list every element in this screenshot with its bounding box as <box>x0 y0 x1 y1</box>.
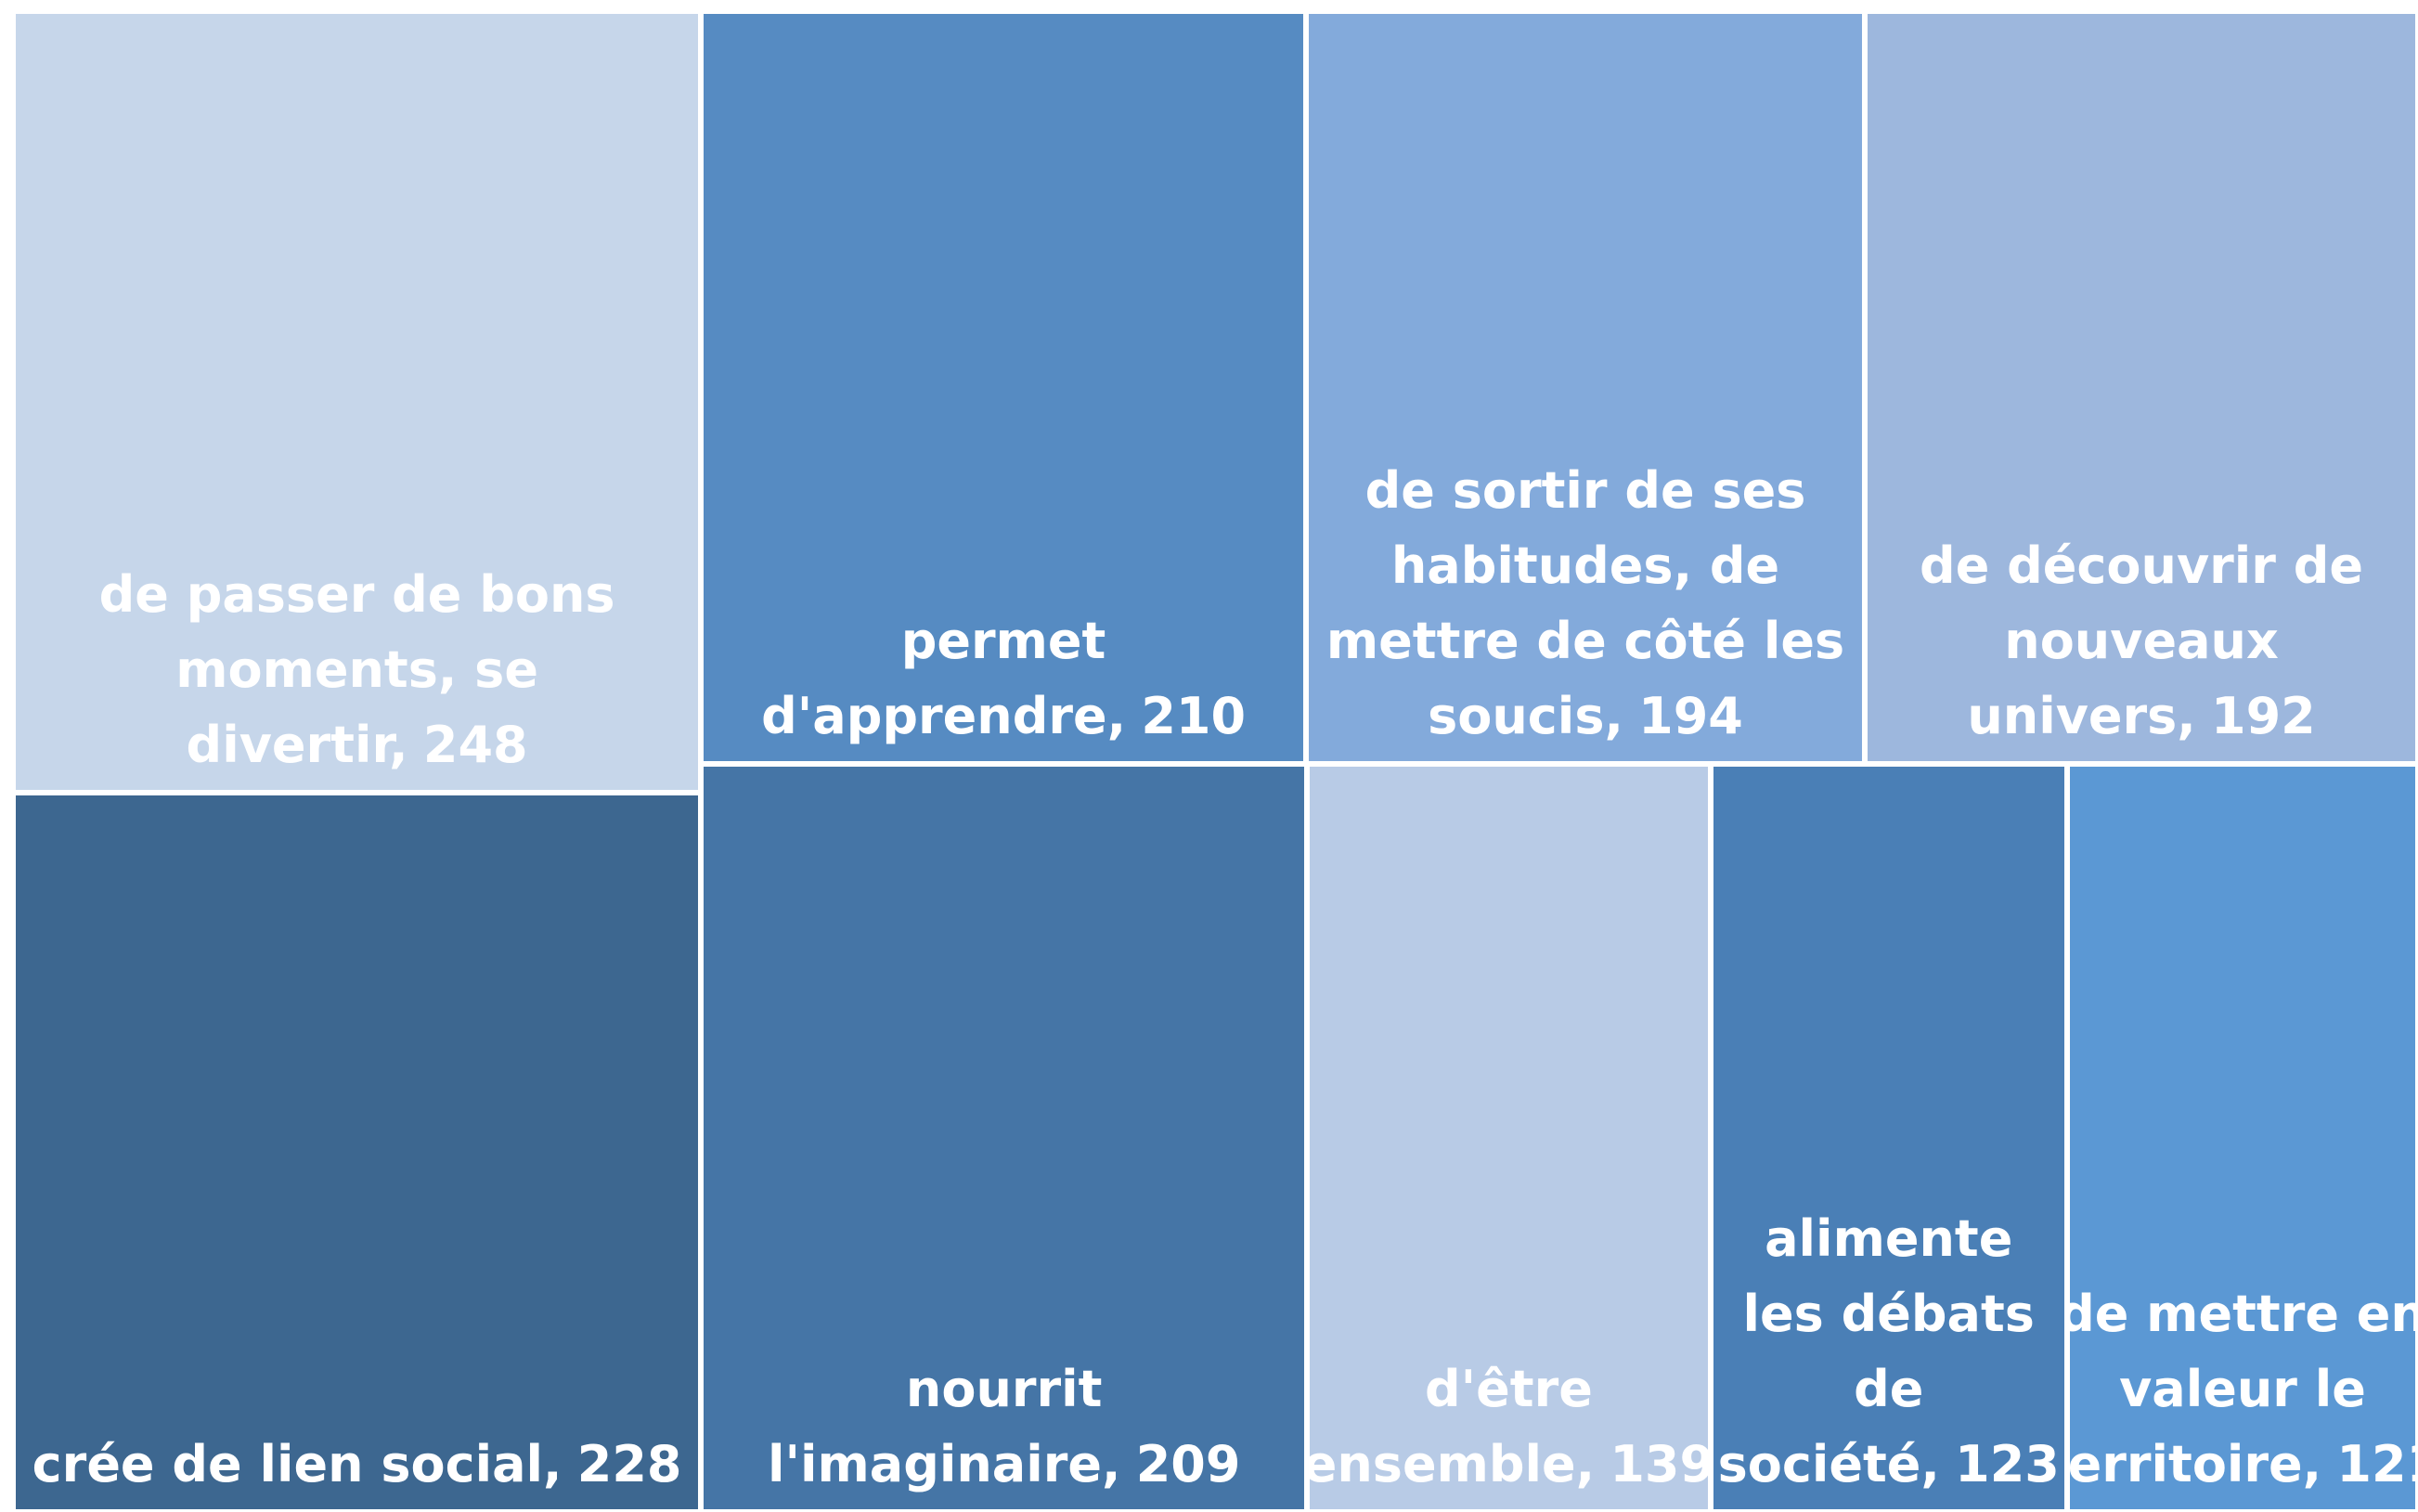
cell-label: permet d'apprendre, 210 <box>713 603 1294 754</box>
treemap-cell: de passer de bons moments, se divertir, 2… <box>13 11 702 794</box>
treemap-cell: d'être ensemble, 139 <box>1307 764 1711 1512</box>
cell-label: alimente les débats de société, 123 <box>1718 1201 2060 1502</box>
category-label: d'être ensemble, <box>1307 1359 1596 1493</box>
cell-label: crée de lien social, 228 <box>32 1427 682 1502</box>
treemap-cell: alimente les débats de société, 123 <box>1710 764 2067 1512</box>
value-label: 123 <box>1955 1434 2060 1493</box>
treemap-cell: de sortir de ses habitudes, de mettre de… <box>1305 11 1866 765</box>
cell-label: de passer de bons moments, se divertir, 2… <box>25 557 689 782</box>
treemap-cell: nourrit l'imaginaire, 209 <box>701 764 1308 1512</box>
category-label: alimente les débats de société, <box>1717 1208 2035 1493</box>
cell-label: nourrit l'imaginaire, 209 <box>713 1351 1295 1502</box>
category-label: de passer de bons moments, se divertir, <box>98 565 615 775</box>
treemap-cell: crée de lien social, 228 <box>13 793 702 1512</box>
treemap-cell: permet d'apprendre, 210 <box>701 11 1306 765</box>
category-label: crée de lien social, <box>32 1434 562 1493</box>
category-label: de découvrir de nouveaux univers, <box>1920 536 2364 746</box>
cell-label: d'être ensemble, 139 <box>1307 1351 1711 1502</box>
value-label: 121 <box>2336 1434 2415 1493</box>
category-label: de mettre en valeur le territoire, <box>2066 1284 2418 1493</box>
value-label: 139 <box>1610 1434 1711 1493</box>
value-label: 248 <box>422 716 528 775</box>
value-label: 192 <box>2211 687 2316 746</box>
category-label: de sortir de ses habitudes, de mettre de… <box>1325 461 1845 746</box>
value-label: 209 <box>1135 1434 1241 1493</box>
cell-label: de découvrir de nouveaux univers, 192 <box>1877 528 2406 754</box>
value-label: 228 <box>576 1434 682 1493</box>
treemap-cell: de découvrir de nouveaux univers, 192 <box>1865 11 2418 765</box>
cell-label: de sortir de ses habitudes, de mettre de… <box>1318 453 1853 754</box>
cell-label: de mettre en valeur le territoire,121 <box>2066 1276 2418 1502</box>
value-label: 194 <box>1638 687 1743 746</box>
category-label: nourrit l'imaginaire, <box>767 1359 1121 1493</box>
treemap-cell: de mettre en valeur le territoire,121 <box>2066 764 2418 1512</box>
value-label: 210 <box>1141 687 1247 746</box>
category-label: permet d'apprendre, <box>761 612 1127 746</box>
